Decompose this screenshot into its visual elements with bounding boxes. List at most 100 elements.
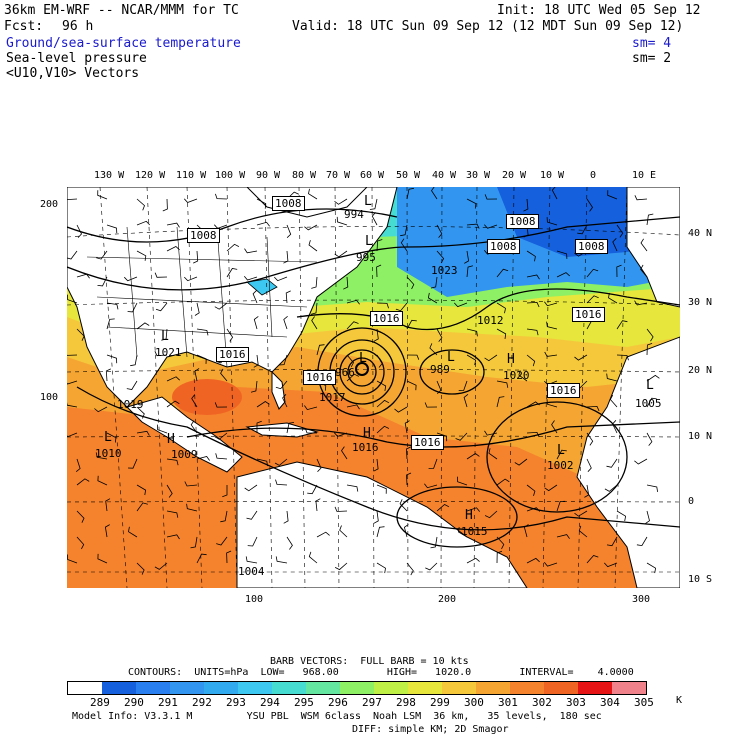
wind-barb: [484, 224, 498, 229]
wind-barb: [339, 525, 348, 538]
wind-barb: [406, 354, 420, 360]
wind-barb: [645, 510, 650, 524]
wind-barb: [543, 561, 558, 567]
colorbar-label: 294: [260, 696, 280, 709]
wind-barb: [76, 536, 85, 550]
colorbar-swatch: [578, 682, 612, 694]
wind-barb: [376, 354, 383, 368]
pressure-center-low: L: [104, 430, 112, 445]
wind-barb: [166, 484, 173, 498]
wind-barb: [427, 292, 438, 304]
wind-barb: [136, 484, 147, 496]
wind-barb: [105, 498, 111, 512]
wind-barb: [424, 483, 438, 489]
land-cuba: [245, 422, 319, 438]
wind-barb: [252, 290, 258, 304]
wind-barb: [196, 553, 207, 564]
wind-barb: [275, 380, 288, 390]
wind-barb: [304, 428, 318, 434]
wind-barb: [431, 187, 438, 200]
wind-barb: [436, 224, 443, 238]
wind-barb: [243, 275, 258, 281]
wind-barb: [586, 198, 593, 212]
wind-barb: [334, 562, 348, 571]
wind-barb: [556, 272, 570, 278]
wind-barb: [376, 302, 389, 309]
pressure-center-low: L: [364, 194, 372, 209]
sst-warm-pool: [172, 379, 242, 415]
wind-barb: [346, 299, 360, 305]
wind-barb: [76, 273, 90, 279]
wind-barb: [376, 264, 382, 278]
wind-barb: [371, 212, 378, 226]
wind-barb: [514, 458, 528, 466]
wind-barb: [646, 432, 653, 446]
weather-map: 1008 1008 1008 1008 1008 1016 1016 1016 1016 1016…: [67, 187, 680, 588]
wind-barb: [404, 420, 410, 434]
wind-barb: [646, 397, 657, 408]
latitude-label: 40 N: [688, 228, 713, 239]
wind-barb: [274, 276, 288, 282]
wind-barb: [466, 354, 477, 366]
wind-barb: [250, 380, 258, 393]
wind-barb: [226, 243, 240, 252]
wind-barb: [215, 193, 228, 200]
wind-barb: [127, 302, 138, 313]
longitude-label: 100 W: [215, 170, 246, 181]
wind-barb: [496, 478, 510, 486]
colorbar-swatch: [306, 682, 340, 694]
wind-barb: [106, 302, 119, 310]
longitude-label: 110 W: [176, 170, 207, 181]
pressure-center-low: L: [365, 234, 373, 249]
init-time: Init: 18 UTC Wed 05 Sep 12: [497, 3, 701, 18]
wind-barb: [97, 276, 108, 287]
colorbar-swatch: [68, 682, 102, 694]
contours-note: CONTOURS: UNITS=hPa LOW= 968.00 HIGH= 10…: [128, 667, 634, 678]
colorbar-label: 297: [362, 696, 382, 709]
wind-barb: [161, 328, 168, 341]
latitude-label: 10 S: [688, 574, 713, 585]
wind-barb: [186, 503, 198, 512]
wind-barb: [283, 315, 288, 330]
wind-barb: [184, 481, 198, 487]
model-title: 36km EM-WRF -- NCAR/MMM for TC: [4, 3, 239, 18]
wind-barb: [556, 500, 566, 512]
wind-barb: [425, 562, 438, 571]
colorbar-swatch: [238, 682, 272, 694]
wind-barb: [586, 432, 594, 446]
pressure-center-high: H: [465, 508, 473, 523]
wind-barb: [464, 250, 470, 264]
wind-barb: [334, 506, 348, 512]
wind-barb: [96, 250, 108, 260]
longitude-label: 10 E: [632, 170, 657, 181]
isobar-value-box: 1008: [187, 228, 220, 243]
wind-barb: [457, 476, 468, 486]
wind-barb: [94, 406, 108, 413]
wind-barb: [346, 404, 360, 410]
isobar-value-box: 1016: [411, 435, 444, 450]
isobar-value-box: 1008: [272, 196, 305, 211]
field-wind-vectors: <U10,V10> Vectors: [6, 66, 140, 81]
isobar-value: 1005: [635, 397, 662, 410]
wind-barb: [136, 198, 145, 211]
wind-barb: [496, 396, 505, 408]
wind-barb: [216, 536, 228, 546]
wind-barb: [546, 321, 558, 330]
wind-barb: [136, 430, 150, 436]
isobar-value: 1004: [238, 565, 265, 578]
wind-barb: [466, 223, 480, 229]
wind-barb: [184, 198, 198, 203]
isobar-value: 1021: [155, 346, 182, 359]
wind-barb: [526, 557, 540, 564]
wind-barb: [484, 510, 498, 519]
pressure-center-low: L: [161, 329, 169, 344]
colorbar-label: 292: [192, 696, 212, 709]
wind-barb: [136, 502, 148, 512]
wind-barb: [166, 246, 180, 252]
wind-barb: [245, 556, 258, 564]
map-canvas: [67, 187, 680, 588]
wind-barb: [546, 217, 558, 226]
wind-barb: [406, 380, 417, 391]
wind-barb: [574, 510, 588, 517]
wind-barb: [157, 424, 168, 434]
